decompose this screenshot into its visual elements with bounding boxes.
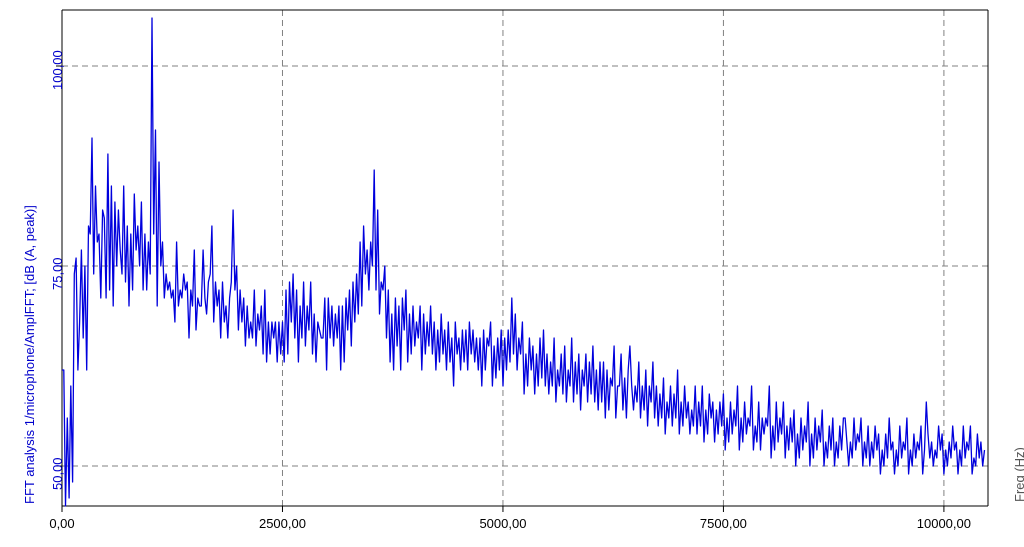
x-axis-title: Freq (Hz) xyxy=(1012,447,1024,502)
y-tick-label: 50,00 xyxy=(50,457,65,490)
x-tick-label: 0,00 xyxy=(32,516,92,531)
fft-spectrum-chart: FFT analysis 1/microphone/AmplFFT; [dB (… xyxy=(0,0,1024,547)
x-tick-label: 10000,00 xyxy=(914,516,974,531)
x-tick-label: 7500,00 xyxy=(693,516,753,531)
chart-canvas xyxy=(0,0,1024,547)
x-tick-label: 2500,00 xyxy=(252,516,312,531)
y-tick-label: 100,00 xyxy=(50,50,65,90)
axes xyxy=(56,10,988,512)
x-tick-label: 5000,00 xyxy=(473,516,533,531)
y-tick-label: 75,00 xyxy=(50,257,65,290)
y-axis-title: FFT analysis 1/microphone/AmplFFT; [dB (… xyxy=(22,205,37,504)
data-series xyxy=(62,18,985,506)
gridlines xyxy=(62,10,988,506)
